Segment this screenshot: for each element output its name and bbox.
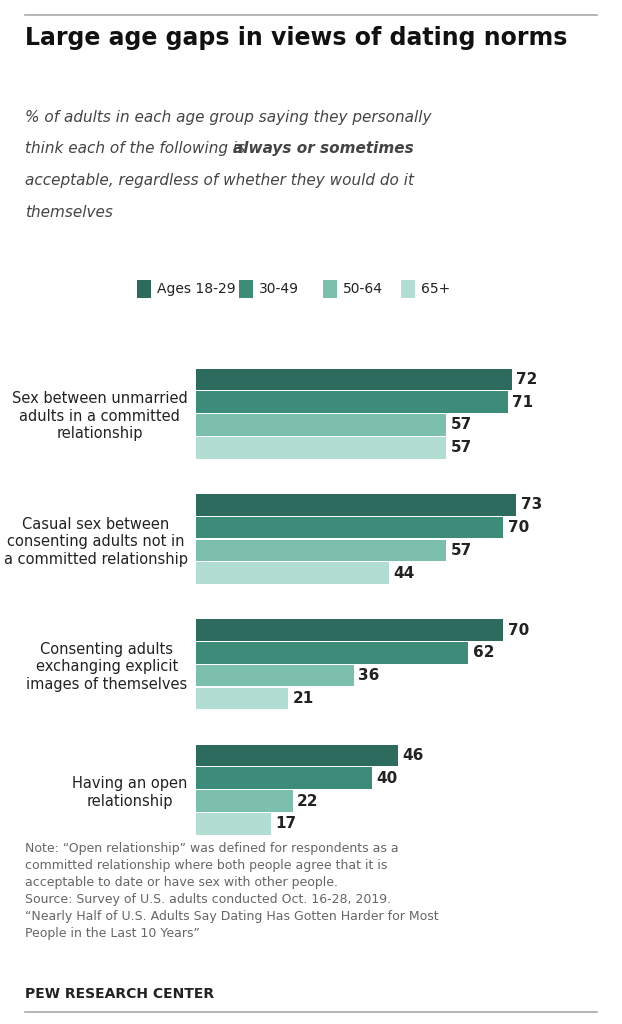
- Text: 72: 72: [516, 372, 538, 387]
- Text: 46: 46: [402, 748, 424, 763]
- Text: always or sometimes: always or sometimes: [233, 141, 414, 157]
- Bar: [196, 665, 354, 686]
- Text: themselves: themselves: [25, 205, 113, 220]
- Bar: [196, 391, 508, 413]
- Text: PEW RESEARCH CENTER: PEW RESEARCH CENTER: [25, 987, 214, 1001]
- Bar: [196, 688, 288, 710]
- Text: 30-49: 30-49: [259, 282, 299, 296]
- Bar: [196, 369, 512, 390]
- Text: 57: 57: [450, 440, 472, 456]
- Bar: [196, 415, 446, 436]
- Bar: [196, 620, 503, 641]
- Text: 70: 70: [508, 520, 529, 535]
- Bar: [196, 494, 516, 515]
- Bar: [196, 642, 468, 664]
- Bar: [196, 813, 271, 835]
- Text: 21: 21: [292, 691, 313, 706]
- Text: 36: 36: [358, 669, 380, 683]
- Bar: [196, 791, 292, 812]
- Text: 65+: 65+: [421, 282, 450, 296]
- Bar: [196, 562, 389, 584]
- Text: Ages 18-29: Ages 18-29: [157, 282, 235, 296]
- Text: 62: 62: [473, 645, 494, 660]
- Text: 70: 70: [508, 623, 529, 638]
- Bar: [196, 767, 371, 788]
- Bar: [196, 517, 503, 539]
- Text: acceptable, regardless of whether they would do it: acceptable, regardless of whether they w…: [25, 173, 414, 188]
- Bar: [196, 437, 446, 459]
- Text: 71: 71: [512, 394, 533, 410]
- Text: think each of the following is: think each of the following is: [25, 141, 250, 157]
- Text: 57: 57: [450, 418, 472, 432]
- Text: 17: 17: [275, 816, 296, 831]
- Text: 57: 57: [450, 543, 472, 558]
- Text: 44: 44: [394, 565, 415, 581]
- Bar: [196, 744, 398, 766]
- Text: 22: 22: [297, 794, 318, 809]
- Text: 50-64: 50-64: [343, 282, 383, 296]
- Text: Large age gaps in views of dating norms: Large age gaps in views of dating norms: [25, 26, 567, 49]
- Text: 73: 73: [521, 498, 542, 512]
- Text: 40: 40: [376, 771, 397, 785]
- Text: % of adults in each age group saying they personally: % of adults in each age group saying the…: [25, 110, 432, 125]
- Bar: [196, 540, 446, 561]
- Text: Note: “Open relationship” was defined for respondents as a
committed relationshi: Note: “Open relationship” was defined fo…: [25, 842, 439, 940]
